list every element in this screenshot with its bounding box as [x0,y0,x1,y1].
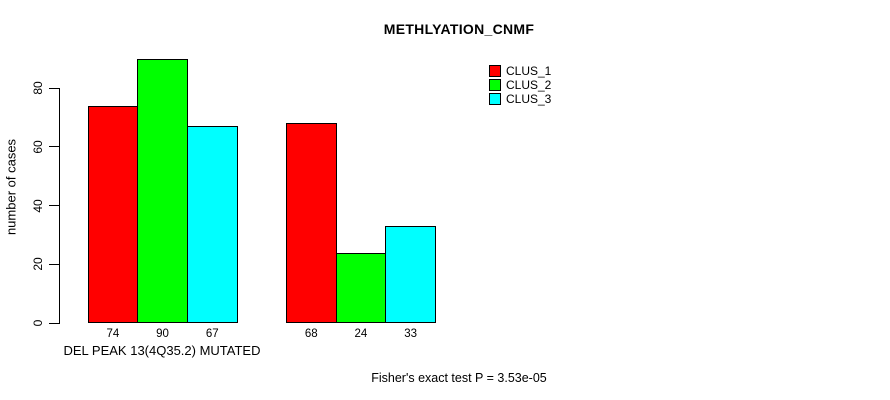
legend-entry-clus_2: CLUS_2 [489,78,551,92]
legend-label: CLUS_2 [506,78,552,92]
bar-value-label: 67 [205,328,219,340]
bar-value-label: 33 [404,328,418,340]
bar-clus_1-group1 [87,105,139,323]
x-axis-label: DEL PEAK 13(4Q35.2) MUTATED [63,343,261,358]
y-axis-label: number of cases [3,138,19,236]
y-tick-label: 60 [31,140,45,154]
chart-title: METHLYATION_CNMF [383,21,535,37]
bar-clus_2-group2 [335,252,387,323]
y-tick-label: 80 [31,81,45,95]
bar-value-label: 68 [304,328,318,340]
y-tick-label: 0 [31,319,45,327]
legend-entry-clus_3: CLUS_3 [489,92,551,106]
legend: CLUS_1 CLUS_2 CLUS_3 [489,64,551,106]
legend-label: CLUS_3 [506,92,552,106]
fisher-test-annotation: Fisher's exact test P = 3.53e-05 [371,371,547,385]
bar-clus_3-group1 [186,126,238,323]
y-tick-label: 20 [31,257,45,271]
legend-entry-clus_1: CLUS_1 [489,64,551,78]
y-tick-mark [49,146,59,148]
y-tick-mark [49,205,59,206]
bar-clus_2-group1 [137,58,188,323]
y-axis-line [59,88,60,324]
legend-swatch-clus_2 [489,79,501,91]
y-tick-mark [49,322,59,324]
bar-value-label: 74 [106,328,120,340]
bar-clus_1-group2 [285,123,337,323]
legend-swatch-clus_3 [489,93,501,105]
y-tick-mark [49,87,59,89]
bar-clus_3-group2 [385,226,436,323]
legend-label: CLUS_1 [506,64,552,78]
y-tick-mark [49,263,59,265]
y-tick-label: 40 [31,198,45,213]
legend-swatch-clus_1 [489,65,501,77]
bar-value-label: 90 [156,328,169,340]
bar-value-label: 24 [354,328,368,340]
